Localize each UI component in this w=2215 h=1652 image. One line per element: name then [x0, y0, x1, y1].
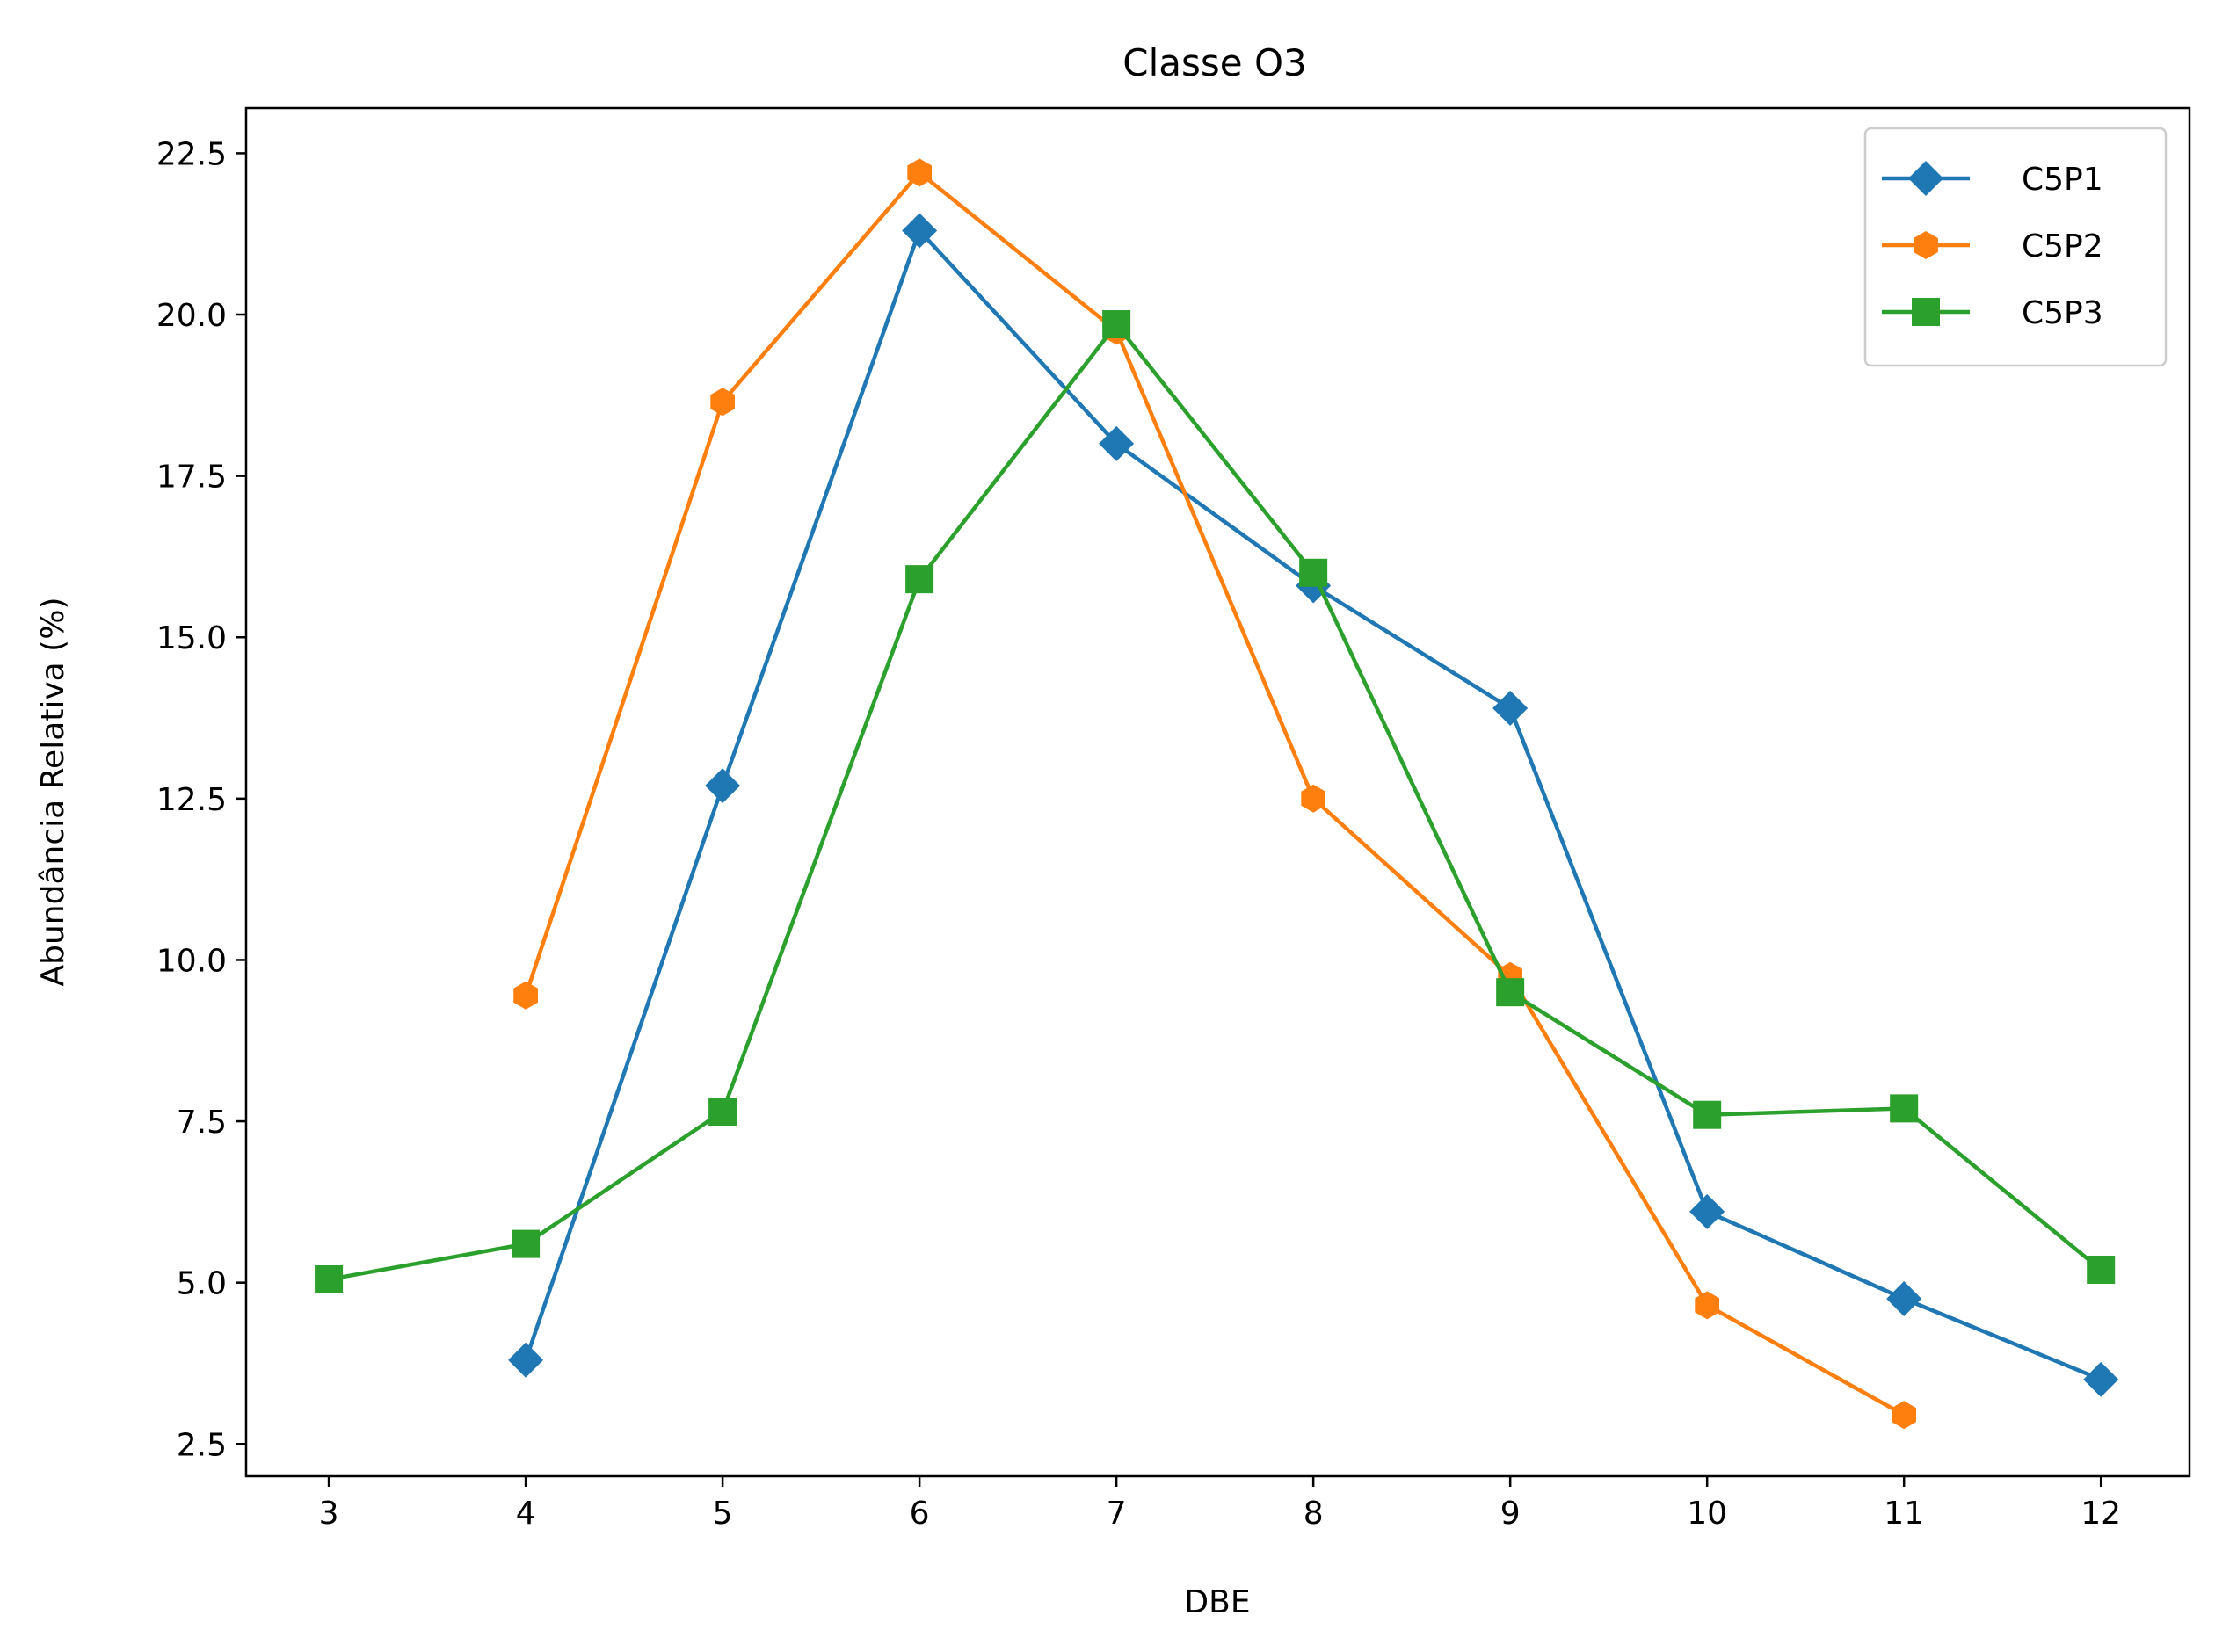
y-axis: 2.5 5.0 7.5 10.0 12.5 15.0 17.5 20.0 22.5 — [156, 136, 246, 1463]
x-tick-label: 5 — [713, 1496, 733, 1532]
data-point-c5p2 — [907, 158, 932, 187]
data-point-c5p1 — [2083, 1361, 2119, 1397]
legend-marker-c5p3 — [1912, 298, 1940, 326]
data-point-c5p2 — [710, 388, 735, 417]
plot-frame — [244, 106, 2191, 1478]
y-axis-label: Abundância Relativa (%) — [35, 598, 71, 987]
data-point-c5p3 — [708, 1098, 737, 1127]
data-point-c5p3 — [1299, 558, 1328, 587]
y-tick-label: 7.5 — [177, 1105, 227, 1141]
data-point-c5p2 — [513, 981, 538, 1010]
legend: C5P1 C5P2 C5P3 — [1863, 127, 2168, 367]
data-point-c5p3 — [1693, 1100, 1722, 1129]
x-axis: 3 4 5 6 7 8 9 10 11 12 — [319, 1476, 2121, 1532]
y-tick-label: 22.5 — [156, 136, 227, 172]
x-tick-label: 4 — [516, 1496, 536, 1532]
x-tick-label: 10 — [1687, 1496, 1727, 1532]
data-point-c5p1 — [1099, 425, 1135, 461]
y-tick-label: 12.5 — [156, 782, 227, 818]
x-tick-label: 6 — [910, 1496, 930, 1532]
data-point-c5p2 — [1892, 1401, 1916, 1430]
legend-box — [1863, 127, 2168, 367]
x-tick-label: 9 — [1500, 1496, 1521, 1532]
data-point-c5p1 — [902, 213, 938, 249]
series-line-c5p3 — [328, 322, 2102, 1282]
data-point-c5p1 — [1886, 1281, 1922, 1317]
x-tick-label: 7 — [1107, 1496, 1127, 1532]
legend-marker-c5p2 — [1914, 231, 1938, 259]
data-point-c5p2 — [1695, 1291, 1719, 1320]
data-point-c5p1 — [1689, 1193, 1725, 1229]
data-point-c5p3 — [1496, 978, 1525, 1007]
legend-label-c5p1: C5P1 — [2022, 162, 2103, 198]
x-axis-label: DBE — [1184, 1584, 1250, 1620]
data-point-c5p1 — [705, 768, 741, 804]
x-tick-label: 3 — [319, 1496, 339, 1532]
y-tick-label: 5.0 — [177, 1266, 227, 1302]
data-point-c5p3 — [905, 565, 934, 594]
legend-marker-c5p1 — [1908, 161, 1943, 196]
chart-title: Classe O3 — [1122, 41, 1306, 84]
data-point-c5p3 — [315, 1264, 344, 1293]
series-layer — [315, 158, 2119, 1430]
data-point-c5p2 — [1301, 784, 1325, 813]
y-tick-label: 2.5 — [177, 1427, 227, 1463]
data-point-c5p3 — [1890, 1094, 1919, 1123]
y-tick-label: 20.0 — [156, 298, 227, 334]
x-tick-label: 8 — [1304, 1496, 1324, 1532]
y-tick-label: 17.5 — [156, 460, 227, 496]
y-tick-label: 10.0 — [156, 943, 227, 979]
x-tick-label: 11 — [1884, 1496, 1924, 1532]
series-c5p3 — [315, 310, 2116, 1293]
legend-label-c5p2: C5P2 — [2022, 228, 2103, 264]
x-tick-label: 12 — [2081, 1496, 2121, 1532]
data-point-c5p1 — [1492, 691, 1529, 727]
series-line-c5p2 — [523, 170, 1906, 1417]
data-point-c5p1 — [508, 1342, 544, 1378]
data-point-c5p3 — [2087, 1255, 2116, 1284]
data-point-c5p3 — [1102, 310, 1131, 339]
data-point-c5p3 — [512, 1229, 541, 1258]
y-tick-label: 15.0 — [156, 620, 227, 656]
legend-label-c5p3: C5P3 — [2022, 295, 2103, 331]
